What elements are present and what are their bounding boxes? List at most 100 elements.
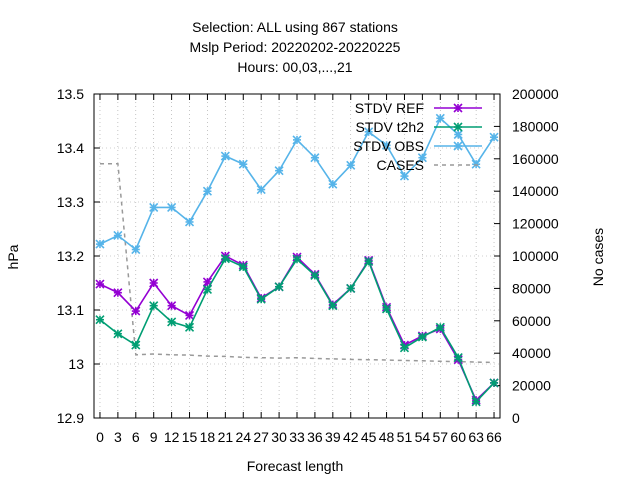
y-tick-label: 13.2 bbox=[57, 248, 84, 264]
title-line: Selection: ALL using 867 stations bbox=[192, 19, 398, 35]
data-point bbox=[113, 288, 123, 298]
data-point bbox=[95, 239, 105, 249]
legend-label-stdv-obs: STDV OBS bbox=[353, 138, 424, 154]
chart-title: Selection: ALL using 867 stations Mslp Pe… bbox=[190, 19, 401, 75]
data-point bbox=[435, 113, 445, 123]
legend-label-cases: CASES bbox=[377, 157, 424, 173]
x-tick-label: 15 bbox=[182, 429, 198, 445]
legend-label-stdv-t2h2: STDV t2h2 bbox=[356, 119, 425, 135]
x-tick-label: 30 bbox=[271, 429, 287, 445]
y2-tick-label: 160000 bbox=[512, 151, 559, 167]
x-tick-label: 48 bbox=[379, 429, 395, 445]
x-tick-label: 9 bbox=[150, 429, 158, 445]
x-tick-label: 27 bbox=[253, 429, 269, 445]
data-point bbox=[113, 329, 123, 339]
data-point bbox=[131, 340, 141, 350]
y2-tick-label: 100000 bbox=[512, 248, 559, 264]
data-point bbox=[435, 322, 445, 332]
legend: STDV REF STDV t2h2 STDV OBS CASES bbox=[353, 100, 482, 173]
data-point bbox=[149, 301, 159, 311]
x-tick-label: 60 bbox=[450, 429, 466, 445]
series-line-cases bbox=[100, 162, 495, 364]
y-axis-label: hPa bbox=[5, 244, 21, 269]
y-tick-label: 13.4 bbox=[57, 140, 84, 156]
data-point bbox=[274, 166, 284, 176]
y-tick-label: 13.1 bbox=[57, 302, 84, 318]
data-point bbox=[149, 202, 159, 212]
y-tick-label: 13 bbox=[68, 356, 84, 372]
x-tick-label: 45 bbox=[361, 429, 377, 445]
y-axis-left: 12.9 13 13.1 13.2 13.3 13.4 13.5 bbox=[57, 86, 100, 426]
y2-tick-label: 120000 bbox=[512, 216, 559, 232]
data-point bbox=[346, 283, 356, 293]
data-point bbox=[364, 256, 374, 266]
y-tick-label: 13.3 bbox=[57, 194, 84, 210]
x-tick-label: 66 bbox=[486, 429, 502, 445]
x-tick-label: 51 bbox=[397, 429, 413, 445]
data-point bbox=[256, 185, 266, 195]
data-point bbox=[238, 159, 248, 169]
data-point bbox=[220, 254, 230, 264]
x-tick-label: 42 bbox=[343, 429, 359, 445]
data-point bbox=[149, 278, 159, 288]
data-point bbox=[346, 160, 356, 170]
data-point bbox=[328, 179, 338, 189]
y2-tick-label: 80000 bbox=[512, 280, 551, 296]
x-tick-label: 6 bbox=[132, 429, 140, 445]
data-point bbox=[489, 378, 499, 388]
data-point bbox=[417, 332, 427, 342]
data-point bbox=[364, 127, 374, 137]
data-point bbox=[310, 153, 320, 163]
y2-axis-label: No cases bbox=[590, 228, 606, 286]
title-line: Mslp Period: 20220202-20220225 bbox=[190, 39, 401, 55]
data-point bbox=[184, 310, 195, 320]
x-tick-label: 63 bbox=[468, 429, 484, 445]
data-point bbox=[417, 153, 427, 163]
data-point bbox=[453, 141, 463, 151]
y-tick-label: 12.9 bbox=[57, 410, 84, 426]
data-point bbox=[489, 132, 499, 142]
data-point bbox=[184, 217, 195, 227]
data-point bbox=[167, 317, 177, 327]
data-point bbox=[131, 244, 141, 255]
x-tick-label: 21 bbox=[218, 429, 234, 445]
data-point bbox=[238, 262, 248, 272]
x-tick-label: 39 bbox=[325, 429, 341, 445]
y-tick-label: 13.5 bbox=[57, 86, 84, 102]
title-line: Hours: 00,03,...,21 bbox=[237, 59, 352, 75]
data-point bbox=[328, 301, 338, 311]
x-tick-label: 3 bbox=[114, 429, 122, 445]
data-point bbox=[453, 352, 463, 363]
data-point bbox=[453, 129, 463, 140]
data-point bbox=[274, 282, 284, 292]
data-point bbox=[95, 315, 105, 325]
data-point bbox=[167, 301, 177, 311]
data-point bbox=[220, 151, 230, 161]
data-point bbox=[471, 397, 481, 407]
data-point bbox=[399, 343, 410, 353]
x-tick-label: 54 bbox=[415, 429, 431, 445]
data-point bbox=[381, 304, 392, 314]
data-point bbox=[381, 140, 392, 150]
x-tick-label: 36 bbox=[307, 429, 323, 445]
x-tick-label: 33 bbox=[289, 429, 305, 445]
x-tick-label: 0 bbox=[96, 429, 104, 445]
y2-tick-label: 60000 bbox=[512, 313, 551, 329]
x-tick-label: 24 bbox=[235, 429, 251, 445]
data-point bbox=[292, 135, 302, 145]
y-axis-right: 0 20000 40000 60000 80000 100000 120000 140000 1… bbox=[494, 86, 559, 426]
legend-label-stdv-ref: STDV REF bbox=[355, 100, 424, 116]
series-lines bbox=[95, 113, 499, 407]
data-point bbox=[184, 322, 195, 332]
data-point bbox=[202, 284, 213, 295]
y2-tick-label: 140000 bbox=[512, 183, 559, 199]
data-point bbox=[95, 279, 105, 289]
y2-tick-label: 200000 bbox=[512, 86, 559, 102]
data-point bbox=[202, 186, 213, 196]
y2-tick-label: 0 bbox=[512, 410, 520, 426]
x-tick-label: 12 bbox=[164, 429, 180, 445]
data-point bbox=[310, 270, 320, 281]
x-axis-label: Forecast length bbox=[247, 458, 344, 474]
y2-tick-label: 180000 bbox=[512, 118, 559, 134]
